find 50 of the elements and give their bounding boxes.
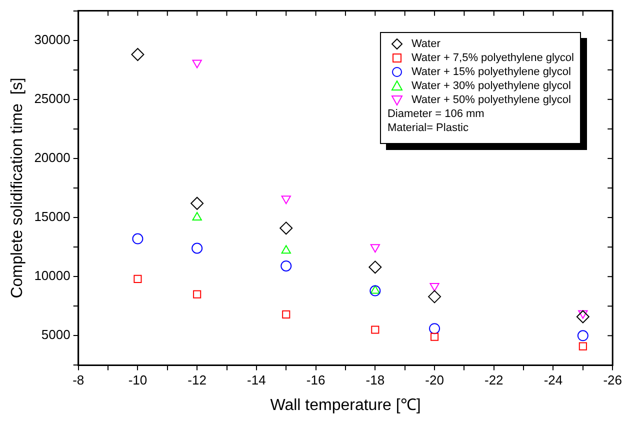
point: [192, 60, 202, 68]
y-tick-label: 15000: [34, 209, 70, 224]
point: [430, 283, 440, 292]
point: [193, 290, 202, 298]
x-tick-label: -10: [128, 372, 148, 388]
y-tick-label: 20000: [34, 150, 70, 166]
point: [281, 245, 291, 254]
legend-label: Water + 7,5% polyethylene glycol: [411, 51, 574, 65]
x-tick-label: -24: [544, 372, 563, 388]
x-tick-label: -26: [603, 372, 622, 388]
point: [429, 323, 440, 334]
point: [370, 285, 381, 296]
point: [428, 290, 442, 304]
point: [430, 332, 439, 341]
x-tick-label: -22: [484, 372, 504, 388]
point: [371, 326, 380, 334]
point: [134, 274, 142, 283]
x-axis-title: Wall temperature [℃]: [270, 396, 421, 414]
x-tick-label: -16: [306, 372, 326, 388]
point: [280, 260, 292, 272]
x-tick-label: -8: [72, 372, 84, 388]
point: [370, 285, 380, 294]
x-tick-label: -18: [366, 372, 385, 388]
y-tick-label: 10000: [34, 268, 70, 284]
point: [190, 196, 204, 210]
point: [578, 342, 587, 350]
y-tick-label: 5000: [41, 327, 70, 342]
point: [281, 196, 291, 204]
y-tick-label: 30000: [34, 32, 70, 47]
legend-label: Water: [411, 37, 440, 51]
point: [282, 310, 290, 318]
legend-label: Water + 30% polyethylene glycol: [411, 79, 571, 93]
point: [280, 222, 293, 235]
y-tick-label: 25000: [34, 90, 70, 106]
x-tick-label: -14: [247, 372, 266, 388]
legend-label: Water + 15% polyethylene glycol: [411, 65, 571, 79]
point: [192, 212, 202, 221]
point: [131, 48, 144, 62]
point: [192, 242, 203, 254]
legend-label: Water + 50% polyethylene glycol: [411, 93, 571, 107]
y-axis-title: Complete solidification time [s]: [9, 78, 26, 298]
point: [370, 244, 380, 253]
point: [132, 233, 144, 244]
point: [368, 260, 382, 274]
x-tick-label: -20: [425, 372, 444, 388]
point: [576, 310, 590, 324]
annotation: Diameter = 106 mm: [387, 107, 486, 121]
point: [577, 330, 588, 342]
x-tick-label: -12: [188, 372, 206, 388]
annotation: Material= Plastic: [387, 121, 470, 135]
